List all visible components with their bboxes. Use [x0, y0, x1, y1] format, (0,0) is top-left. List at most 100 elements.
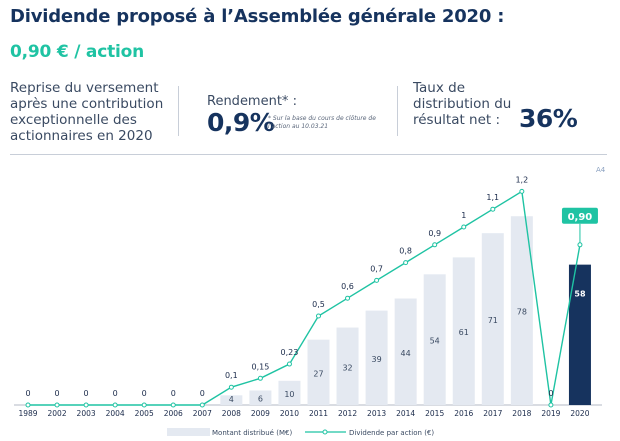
bar-label-2020: 58	[574, 290, 586, 299]
bar-2017	[481, 233, 504, 405]
dividend-point-2016	[461, 224, 467, 230]
rendement-footnote: * Sur la base du cours de clôture de l’a…	[268, 115, 376, 130]
rendement-value: 0,9%	[207, 108, 275, 137]
bar-2013	[365, 310, 388, 405]
dividend-point-2009	[257, 375, 263, 381]
dividend-label-2006: 0	[171, 389, 176, 398]
x-tick-1989: 1989	[18, 409, 37, 418]
dividend-label-2014: 0,8	[399, 247, 412, 256]
bar-label-2016: 61	[459, 328, 469, 337]
bar-2012	[336, 327, 359, 405]
x-tick-2014: 2014	[396, 409, 415, 418]
dividend-point-2017	[490, 206, 496, 212]
dividend-point-2012	[345, 295, 351, 301]
dividend-point-2020	[577, 242, 583, 248]
kpi-separator	[397, 86, 398, 136]
dividend-label-2016: 1	[461, 211, 466, 220]
x-tick-2006: 2006	[164, 409, 183, 418]
bar-label-2011: 27	[313, 369, 323, 378]
dividend-label-2008: 0,1	[225, 371, 238, 380]
dividend-label-2004: 0	[113, 389, 118, 398]
dividend-label-2017: 1,1	[486, 193, 499, 202]
taux-value: 36%	[519, 104, 578, 133]
kpi-separator	[178, 86, 179, 136]
x-tick-2004: 2004	[106, 409, 125, 418]
bar-label-2017: 71	[488, 316, 498, 325]
dividend-line	[28, 190, 581, 406]
dividend-label-2002: 0	[55, 389, 60, 398]
bar-label-2010: 10	[284, 390, 294, 399]
section-divider	[10, 154, 607, 155]
x-tick-2017: 2017	[483, 409, 502, 418]
bar-2011	[307, 339, 330, 405]
bar-2016	[452, 257, 475, 405]
dividend-point-2003	[83, 402, 89, 408]
dividend-point-2011	[316, 313, 321, 319]
page-title: Dividende proposé à l’Assemblée générale…	[10, 6, 505, 27]
dividend-point-2007	[199, 402, 205, 408]
x-tick-2005: 2005	[135, 409, 154, 418]
dividend-point-2008	[228, 384, 234, 390]
dividend-label-2010: 0,23	[281, 348, 299, 357]
bar-label-2015: 54	[430, 337, 440, 346]
reprise-text: Reprise du versement après une contribut…	[10, 80, 164, 144]
dividend-label-2011: 0,5	[312, 300, 325, 309]
bar-2009	[249, 390, 272, 405]
bar-2008	[220, 395, 243, 405]
bar-2018	[510, 216, 533, 405]
dividend-label-2003: 0	[84, 389, 89, 398]
x-tick-2010: 2010	[280, 409, 299, 418]
dividend-headline: 0,90 € / action	[10, 42, 145, 62]
page-number: A4	[596, 166, 606, 174]
dividend-point-2006	[170, 402, 176, 408]
bar-label-2009: 6	[258, 395, 263, 404]
dividend-point-2018	[519, 188, 525, 194]
bar-2020	[568, 264, 591, 405]
x-tick-2015: 2015	[425, 409, 444, 418]
dividend-callout-box	[561, 207, 598, 224]
bar-label-2014: 44	[401, 349, 411, 358]
dividend-label-2009: 0,15	[251, 362, 269, 371]
dividend-label-2007: 0	[200, 389, 205, 398]
bar-label-2008: 4	[229, 395, 234, 404]
dividend-label-2012: 0,6	[341, 282, 354, 291]
bar-label-2013: 39	[372, 355, 382, 364]
legend-line-label: Dividende par action (€)	[349, 429, 434, 437]
dividend-point-2004	[112, 402, 118, 408]
dividend-point-2010	[286, 361, 292, 367]
dividend-point-2005	[141, 402, 147, 408]
dividend-point-2002	[54, 402, 60, 408]
x-tick-2007: 2007	[193, 409, 212, 418]
x-tick-2013: 2013	[367, 409, 386, 418]
legend-bar-swatch	[167, 428, 210, 436]
legend-bar-label: Montant distribué (M€)	[212, 429, 292, 437]
rendement-label: Rendement* :	[207, 94, 297, 109]
dividend-label-2005: 0	[142, 389, 147, 398]
x-tick-2003: 2003	[77, 409, 96, 418]
x-tick-2020: 2020	[570, 409, 589, 418]
dividend-label-2015: 0,9	[428, 229, 441, 238]
bar-2014	[394, 298, 417, 405]
x-tick-2016: 2016	[454, 409, 473, 418]
bar-label-2012: 32	[342, 363, 352, 372]
dividend-label-2019: 0	[548, 389, 553, 398]
dividend-label-2013: 0,7	[370, 264, 383, 273]
x-tick-2009: 2009	[251, 409, 270, 418]
dividend-label-1989: 0	[25, 389, 30, 398]
x-tick-2002: 2002	[48, 409, 67, 418]
x-tick-2011: 2011	[309, 409, 328, 418]
dividend-label-2020: 0,90	[568, 212, 593, 223]
bar-2010	[278, 380, 301, 405]
bar-2015	[423, 274, 446, 405]
dividend-point-1989	[25, 402, 31, 408]
x-tick-2019: 2019	[541, 409, 560, 418]
legend-line-marker	[322, 429, 328, 435]
x-tick-2012: 2012	[338, 409, 357, 418]
dividend-point-2015	[432, 242, 438, 248]
dividend-point-2019	[548, 402, 554, 408]
x-tick-2018: 2018	[512, 409, 531, 418]
dividend-point-2013	[374, 277, 380, 283]
taux-label: Taux de distribution du résultat net :	[413, 80, 512, 128]
x-tick-2008: 2008	[222, 409, 241, 418]
